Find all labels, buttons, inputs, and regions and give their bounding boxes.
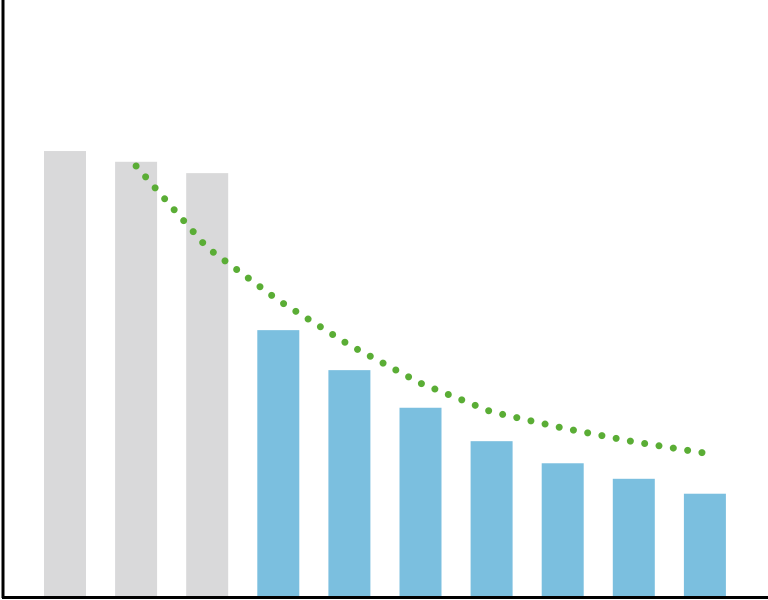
bar bbox=[612, 478, 655, 597]
bar bbox=[399, 407, 442, 597]
bar bbox=[541, 463, 584, 597]
bar bbox=[328, 370, 371, 597]
bar bbox=[257, 330, 300, 597]
bar bbox=[186, 173, 229, 597]
bar bbox=[683, 493, 726, 597]
bar bbox=[115, 161, 158, 598]
bar bbox=[44, 151, 86, 597]
trend-line bbox=[132, 162, 709, 457]
bar bbox=[470, 441, 513, 597]
